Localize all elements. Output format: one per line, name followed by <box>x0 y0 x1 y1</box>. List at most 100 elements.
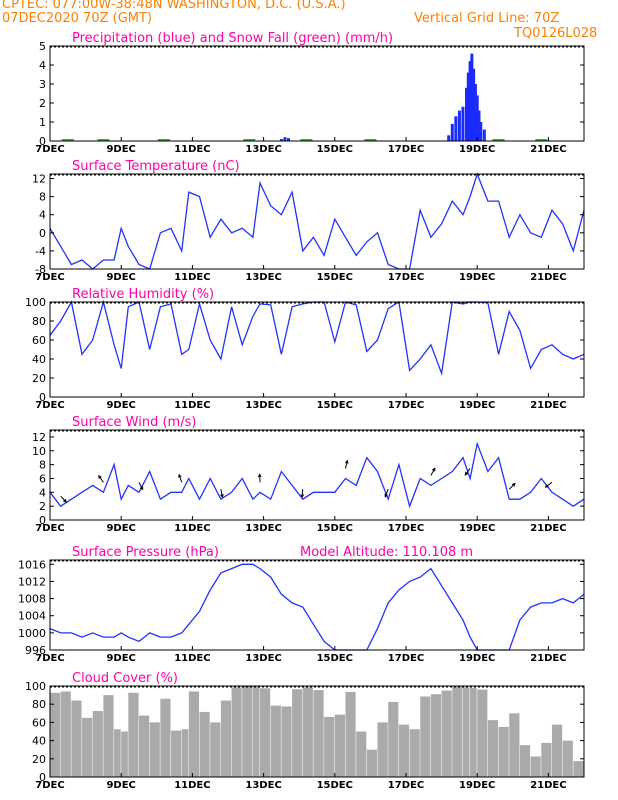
panel-frame <box>49 173 585 270</box>
cloud-bar <box>260 688 271 777</box>
y-tick-label: 5 <box>39 40 46 53</box>
x-tick-label: 9DEC <box>106 144 135 155</box>
cloud-bar <box>530 756 541 777</box>
wind-arrow <box>430 468 436 476</box>
y-tick-label: 80 <box>32 315 46 328</box>
y-tick-label: 2 <box>39 500 46 513</box>
x-tick-label: 17DEC <box>388 780 424 791</box>
wind-arrow-head <box>300 494 305 499</box>
x-tick-label: 15DEC <box>317 400 353 411</box>
panel-title: Surface Pressure (hPa) <box>72 545 219 560</box>
x-tick-label: 19DEC <box>459 653 495 664</box>
y-tick-label: 1016 <box>18 558 46 571</box>
x-tick-label: 17DEC <box>388 272 424 283</box>
wind-arrow <box>138 482 144 490</box>
precip-bar <box>482 129 486 141</box>
cloud-bar <box>477 689 488 777</box>
x-tick-label: 17DEC <box>388 400 424 411</box>
cloud-bar <box>210 722 221 777</box>
snow-bar <box>157 139 170 141</box>
y-tick-label: 100 <box>25 296 46 309</box>
cloud-bar <box>313 690 324 777</box>
cloud-bar <box>452 686 463 777</box>
panel-5: 996 1000 1004 1008 1012 1016 7DEC 9DEC 11DEC 13DE… <box>18 545 585 664</box>
wind-arrow-head <box>220 494 224 499</box>
y-tick-label: 60 <box>32 716 46 729</box>
y-tick-label: 0 <box>39 135 46 148</box>
cloud-bar <box>121 731 128 777</box>
wind-arrow-head <box>139 486 144 491</box>
x-tick-label: 15DEC <box>317 780 353 791</box>
x-tick-label: 9DEC <box>106 272 135 283</box>
wind-arrow <box>464 468 471 476</box>
cloud-bar <box>366 749 378 777</box>
y-tick-label: 1000 <box>18 627 46 640</box>
wind-arrow <box>301 489 304 498</box>
cloud-bar <box>160 698 171 777</box>
cloud-bar <box>470 687 477 777</box>
x-tick-label: 11DEC <box>174 144 210 155</box>
y-tick-label: 1 <box>39 116 46 129</box>
precip-bar <box>457 110 461 141</box>
x-tick-label: 9DEC <box>106 653 135 664</box>
y-tick-label: 1008 <box>18 593 46 606</box>
y-tick-label: 0 <box>39 391 46 404</box>
panel-title: Cloud Cover (%) <box>72 671 178 686</box>
wind-arrow-head <box>98 474 102 479</box>
y-tick-label: 8 <box>39 459 46 472</box>
precip-bar <box>450 123 454 141</box>
cloud-bar <box>562 740 573 777</box>
series-line <box>49 172 585 270</box>
x-tick-label: 9DEC <box>106 400 135 411</box>
precip-bar <box>447 135 451 141</box>
x-tick-label: 13DEC <box>245 400 281 411</box>
cloud-bar <box>128 692 139 777</box>
cloud-bar <box>430 694 442 777</box>
panel-title: Precipitation (blue) and Snow Fall (gree… <box>72 31 393 46</box>
cloud-bar <box>462 687 470 777</box>
precip-bar <box>472 68 476 141</box>
x-tick-label: 17DEC <box>388 523 424 534</box>
y-tick-label: 20 <box>32 372 46 385</box>
panel-title: Surface Wind (m/s) <box>72 415 196 430</box>
wind-arrow <box>220 489 223 498</box>
y-tick-label: -4 <box>35 245 46 258</box>
cloud-bar <box>573 761 584 777</box>
x-tick-label: 21DEC <box>530 780 566 791</box>
x-tick-label: 19DEC <box>459 780 495 791</box>
header-line1: CPTEC: 077:00W-38:48N WASHINGTON, D.C. (… <box>2 0 346 12</box>
cloud-bar <box>441 690 452 777</box>
cloud-bar <box>139 715 150 777</box>
cloud-bar <box>509 713 520 777</box>
x-tick-label: 21DEC <box>530 400 566 411</box>
cloud-bar <box>388 701 399 777</box>
panel-frame <box>49 45 585 142</box>
snow-bar <box>61 139 74 141</box>
wind-arrow-head <box>544 484 549 488</box>
cloud-bar <box>50 692 61 777</box>
x-tick-label: 7DEC <box>35 653 64 664</box>
wind-arrow <box>98 475 104 483</box>
x-tick-label: 7DEC <box>35 523 64 534</box>
x-tick-label: 21DEC <box>530 272 566 283</box>
snow-bar <box>300 139 313 141</box>
cloud-bar <box>270 705 281 777</box>
x-tick-label: 13DEC <box>245 144 281 155</box>
x-tick-label: 15DEC <box>317 272 353 283</box>
wind-arrow-head <box>344 459 349 464</box>
wind-arrow-head <box>63 498 67 503</box>
precip-bar <box>283 137 287 141</box>
x-tick-label: 7DEC <box>35 144 64 155</box>
y-tick-label: 10 <box>32 445 46 458</box>
x-tick-label: 9DEC <box>106 523 135 534</box>
x-tick-label: 17DEC <box>388 653 424 664</box>
x-tick-label: 15DEC <box>317 653 353 664</box>
cloud-bar <box>281 706 292 777</box>
cloud-bar <box>82 717 93 777</box>
y-tick-label: 1004 <box>18 610 46 623</box>
y-tick-label: -8 <box>35 263 46 276</box>
header-line2-right: Vertical Grid Line: 70Z <box>414 11 560 26</box>
cloud-bar <box>242 686 253 777</box>
cloud-bar <box>292 689 303 777</box>
wind-arrow-head <box>432 467 436 472</box>
